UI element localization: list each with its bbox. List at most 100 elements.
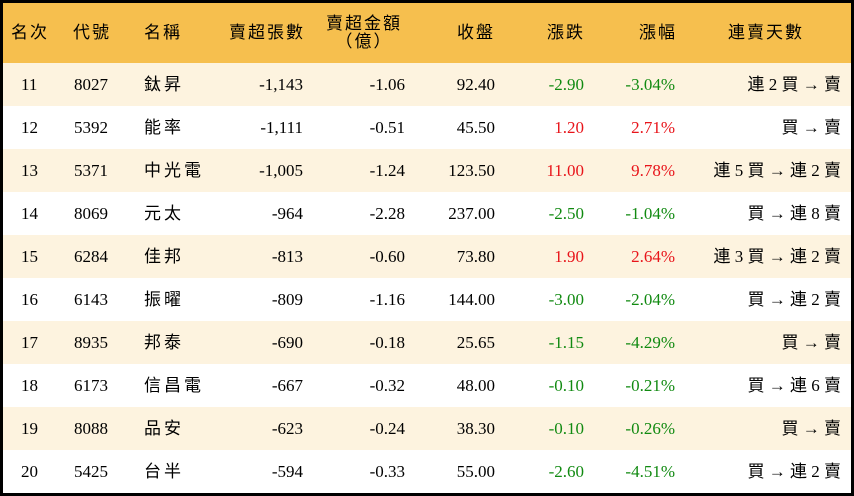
net-sell-amount-cell: -0.33 <box>369 462 405 481</box>
streak-cell: 買 → 連 2 賣 <box>747 290 842 309</box>
net-sell-amount-cell: -0.18 <box>369 333 405 352</box>
pct-cell: 2.64% <box>631 247 675 266</box>
pct-cell: -4.51% <box>625 462 675 481</box>
streak-cell: 買 → 賣 <box>781 118 842 137</box>
change-cell: -2.90 <box>548 75 584 94</box>
name-cell: 邦泰 <box>144 333 184 352</box>
code-cell: 6284 <box>74 247 108 266</box>
code-cell: 5392 <box>74 118 108 137</box>
rank-cell: 11 <box>21 75 38 94</box>
streak-cell: 買 → 賣 <box>781 333 842 352</box>
net-sell-lots-cell: -594 <box>271 462 303 481</box>
code-cell: 5425 <box>74 462 108 481</box>
code-cell: 8088 <box>74 419 108 438</box>
rank-cell: 19 <box>21 419 38 438</box>
net-sell-lots-cell: -623 <box>271 419 303 438</box>
pct-cell: -0.26% <box>625 419 675 438</box>
change-cell: 11.00 <box>546 161 584 180</box>
pct-cell: -4.29% <box>625 333 675 352</box>
pct-cell: -1.04% <box>625 204 675 223</box>
col-net-sell-lots: 賣超張數 <box>229 23 305 42</box>
col-change: 漲跌 <box>547 23 585 42</box>
streak-cell: 買 → 連 6 賣 <box>747 376 842 395</box>
table-row: 13 5371 中光電 -1,005 -1.24 123.50 11.00 9.… <box>3 149 851 192</box>
net-sell-lots-cell: -1,005 <box>259 161 303 180</box>
change-cell: -0.10 <box>548 376 584 395</box>
close-cell: 25.65 <box>456 333 495 352</box>
streak-cell: 買 → 連 8 賣 <box>747 204 842 223</box>
change-cell: -3.00 <box>548 290 584 309</box>
col-net-sell-amount-unit: （億） <box>335 32 393 51</box>
name-cell: 鈦昇 <box>144 75 184 94</box>
table-row: 16 6143 振曜 -809 -1.16 144.00 -3.00 -2.04… <box>3 278 851 321</box>
net-sell-amount-cell: -0.32 <box>369 376 405 395</box>
close-cell: 237.00 <box>448 204 495 223</box>
table-row: 20 5425 台半 -594 -0.33 55.00 -2.60 -4.51%… <box>3 450 851 493</box>
close-cell: 45.50 <box>456 118 495 137</box>
table-header: 名次 代號 名稱 賣超張數 賣超金額 （億） 收盤 漲跌 漲幅 連賣天數 <box>3 3 851 66</box>
code-cell: 8935 <box>74 333 108 352</box>
change-cell: -2.50 <box>548 204 584 223</box>
table-row: 14 8069 元太 -964 -2.28 237.00 -2.50 -1.04… <box>3 192 851 235</box>
streak-cell: 連 2 買 → 賣 <box>747 75 842 94</box>
col-rank: 名次 <box>11 23 49 42</box>
rank-cell: 12 <box>21 118 38 137</box>
code-cell: 6143 <box>74 290 108 309</box>
name-cell: 品安 <box>144 419 184 438</box>
col-close: 收盤 <box>457 23 495 42</box>
rank-cell: 15 <box>21 247 38 266</box>
close-cell: 92.40 <box>456 75 495 94</box>
code-cell: 8069 <box>74 204 108 223</box>
pct-cell: 9.78% <box>631 161 675 180</box>
net-sell-amount-cell: -0.60 <box>369 247 405 266</box>
name-cell: 佳邦 <box>144 247 184 266</box>
code-cell: 8027 <box>74 75 108 94</box>
streak-cell: 連 5 買 → 連 2 賣 <box>713 161 842 180</box>
pct-cell: -0.21% <box>625 376 675 395</box>
net-sell-lots-cell: -813 <box>271 247 303 266</box>
streak-cell: 買 → 連 2 賣 <box>747 462 842 481</box>
change-cell: -1.15 <box>548 333 584 352</box>
table-row: 12 5392 能率 -1,111 -0.51 45.50 1.20 2.71%… <box>3 106 851 149</box>
pct-cell: -3.04% <box>625 75 675 94</box>
close-cell: 73.80 <box>456 247 495 266</box>
net-sell-amount-cell: -2.28 <box>369 204 405 223</box>
close-cell: 48.00 <box>456 376 495 395</box>
net-sell-amount-cell: -0.51 <box>369 118 405 137</box>
net-sell-lots-cell: -809 <box>271 290 303 309</box>
name-cell: 信昌電 <box>144 376 204 395</box>
col-pct: 漲幅 <box>639 23 677 42</box>
rank-cell: 17 <box>21 333 38 352</box>
pct-cell: -2.04% <box>625 290 675 309</box>
net-sell-amount-cell: -1.16 <box>369 290 405 309</box>
table-row: 15 6284 佳邦 -813 -0.60 73.80 1.90 2.64% 連… <box>3 235 851 278</box>
close-cell: 123.50 <box>448 161 495 180</box>
close-cell: 38.30 <box>456 419 495 438</box>
rank-cell: 16 <box>21 290 38 309</box>
net-sell-lots-cell: -690 <box>271 333 303 352</box>
streak-cell: 連 3 買 → 連 2 賣 <box>713 247 842 266</box>
net-sell-lots-cell: -1,111 <box>260 118 303 137</box>
code-cell: 6173 <box>74 376 108 395</box>
table-row: 17 8935 邦泰 -690 -0.18 25.65 -1.15 -4.29%… <box>3 321 851 364</box>
col-net-sell-amount: 賣超金額 （億） <box>321 3 407 63</box>
net-sell-amount-cell: -1.24 <box>369 161 405 180</box>
rank-cell: 20 <box>21 462 38 481</box>
change-cell: 1.20 <box>554 118 584 137</box>
rank-cell: 14 <box>21 204 38 223</box>
col-net-sell-amount-label: 賣超金額 <box>326 14 402 33</box>
change-cell: -0.10 <box>548 419 584 438</box>
net-sell-lots-cell: -964 <box>271 204 303 223</box>
name-cell: 元太 <box>144 204 184 223</box>
table-row: 19 8088 品安 -623 -0.24 38.30 -0.10 -0.26%… <box>3 407 851 450</box>
code-cell: 5371 <box>74 161 108 180</box>
rank-cell: 18 <box>21 376 38 395</box>
col-code: 代號 <box>73 23 111 42</box>
table-row: 18 6173 信昌電 -667 -0.32 48.00 -0.10 -0.21… <box>3 364 851 407</box>
table-row: 11 8027 鈦昇 -1,143 -1.06 92.40 -2.90 -3.0… <box>3 63 851 106</box>
name-cell: 中光電 <box>144 161 204 180</box>
col-name: 名稱 <box>144 23 182 42</box>
change-cell: -2.60 <box>548 462 584 481</box>
net-sell-lots-cell: -1,143 <box>259 75 303 94</box>
